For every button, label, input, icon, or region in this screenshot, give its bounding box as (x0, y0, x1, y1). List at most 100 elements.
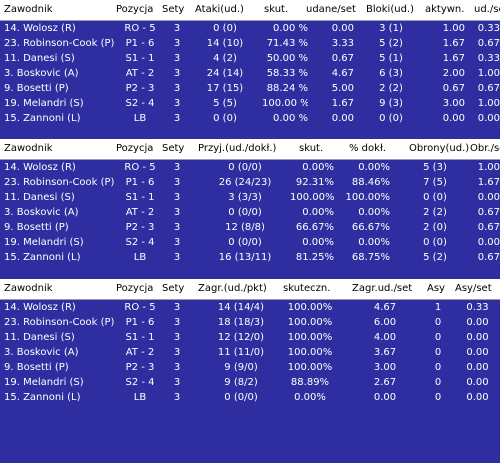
cell-sets: 3 (173, 38, 181, 49)
cell-block-activity: 0.00 (442, 113, 465, 124)
header-reception-eff: skut. (299, 143, 324, 154)
cell-reception-eff: 66.67% (295, 222, 334, 233)
table-row[interactable]: 14. Wolosz (R) RO - 5 3 0 (0/0) 0.00% 0.00% 5 … (0, 160, 500, 175)
cell-player-name: 15. Zannoni (L) (4, 392, 81, 403)
header-sets: Sety (162, 143, 185, 154)
cell-reception-eff: 81.25% (295, 252, 334, 263)
table-row[interactable]: 11. Danesi (S) S1 - 1 3 3 (3/3) 100.00% 100.0… (0, 190, 500, 205)
cell-digs-per-set: 0.67 (477, 222, 500, 233)
cell-position: P1 - 6 (125, 317, 155, 328)
table-body: 14. Wolosz (R) RO - 5 3 14 (14/4) 100.00% 4.6… (0, 300, 500, 405)
cell-setting-eff: 100.00% (287, 347, 333, 358)
cell-blocks: 2 (2) (379, 83, 403, 94)
cell-player-name: 15. Zannoni (L) (4, 113, 81, 124)
table-row[interactable]: 9. Bosetti (P) P2 - 3 3 9 (9/0) 100.00% 3.00 0… (0, 360, 500, 375)
cell-position: LB (133, 392, 147, 403)
cell-attack-eff: 100.00 % (262, 98, 308, 109)
cell-aces: 0 (434, 347, 442, 358)
cell-reception-accuracy: 88.46% (351, 177, 390, 188)
cell-attack-eff: 71.43 % (266, 38, 308, 49)
table-header: Zawodnik Pozycja Sety Ataki(ud.) skut. u… (0, 0, 500, 21)
cell-attack-per-set: 3.33 (331, 38, 354, 49)
cell-reception-accuracy: 66.67% (351, 222, 390, 233)
cell-position: P2 - 3 (125, 222, 155, 233)
cell-position: S1 - 1 (125, 332, 155, 343)
cell-blocks: 0 (0) (379, 113, 403, 124)
table-row[interactable]: 9. Bosetti (P) P2 - 3 3 17 (15) 88.24 % 5.00 2… (0, 81, 500, 96)
cell-attack-per-set: 1.67 (331, 98, 354, 109)
cell-sets: 3 (173, 237, 181, 248)
table-row[interactable]: 3. Boskovic (A) AT - 2 3 24 (14) 58.33 % 4.67… (0, 66, 500, 81)
table-row[interactable]: 19. Melandri (S) S2 - 4 3 0 (0/0) 0.00% 0.00%… (0, 235, 500, 250)
table-row[interactable]: 15. Zannoni (L) LB 3 0 (0) 0.00 % 0.00 0 (0) 0.… (0, 111, 500, 126)
cell-player-name: 9. Bosetti (P) (4, 362, 69, 373)
table-row[interactable]: 23. Robinson-Cook (P) P1 - 6 3 26 (24/23) 92… (0, 175, 500, 190)
header-block-activity: aktywn. (425, 4, 465, 15)
cell-reception-accuracy: 0.00% (358, 162, 390, 173)
cell-aces: 1 (434, 302, 442, 313)
cell-attack-eff: 88.24 % (266, 83, 308, 94)
header-attacks: Ataki(ud.) (195, 4, 244, 15)
cell-setting-per-set: 6.00 (373, 317, 397, 328)
header-reception-accuracy: % dokł. (349, 143, 386, 154)
cell-aces-per-set: 0.00 (466, 377, 489, 388)
table-row[interactable]: 11. Danesi (S) S1 - 1 3 12 (12/0) 100.00% 4.0… (0, 330, 500, 345)
cell-block-activity: 0.67 (442, 83, 465, 94)
cell-setting-eff: 88.89% (290, 377, 330, 388)
cell-position: S1 - 1 (125, 192, 155, 203)
attack-block-table: Zawodnik Pozycja Sety Ataki(ud.) skut. u… (0, 0, 500, 126)
cell-reception: 3 (3/3) (228, 192, 262, 203)
cell-setting-per-set: 3.67 (373, 347, 397, 358)
table-row[interactable]: 3. Boskovic (A) AT - 2 3 0 (0/0) 0.00% 0.00% 2… (0, 205, 500, 220)
cell-player-name: 11. Danesi (S) (4, 53, 75, 64)
cell-sets: 3 (173, 83, 181, 94)
header-setting-per-set: Zagr.ud./set (352, 283, 413, 294)
cell-sets: 3 (173, 23, 181, 34)
cell-blocks: 9 (3) (379, 98, 403, 109)
cell-reception-eff: 0.00% (302, 237, 334, 248)
cell-reception-eff: 92.31% (295, 177, 334, 188)
cell-setting: 9 (8/2) (224, 377, 258, 388)
cell-position: P2 - 3 (125, 362, 155, 373)
cell-position: LB (133, 252, 147, 263)
cell-sets: 3 (173, 68, 181, 79)
cell-reception-eff: 0.00% (302, 207, 334, 218)
cell-aces: 0 (434, 392, 442, 403)
cell-attack-per-set: 0.00 (331, 113, 354, 124)
table-row[interactable]: 15. Zannoni (L) LB 3 16 (13/11) 81.25% 68.75%… (0, 250, 500, 265)
table-row[interactable]: 19. Melandri (S) S2 - 4 3 9 (8/2) 88.89% 2.67… (0, 375, 500, 390)
table-row[interactable]: 15. Zannoni (L) LB 3 0 (0/0) 0.00% 0.00 0 0.00 (0, 390, 500, 405)
table-row[interactable]: 14. Wolosz (R) RO - 5 3 14 (14/4) 100.00% 4.6… (0, 300, 500, 315)
cell-aces-per-set: 0.33 (466, 302, 489, 313)
table-row[interactable]: 23. Robinson-Cook (P) P1 - 6 3 14 (10) 71.43… (0, 36, 500, 51)
cell-player-name: 11. Danesi (S) (4, 192, 75, 203)
cell-blocks-per-set: 0.33 (477, 53, 500, 64)
cell-aces-per-set: 0.00 (466, 392, 489, 403)
cell-setting-per-set: 0.00 (373, 392, 397, 403)
cell-attacks: 14 (10) (206, 38, 244, 49)
table-row[interactable]: 19. Melandri (S) S2 - 4 3 5 (5) 100.00 % 1.67… (0, 96, 500, 111)
cell-setting: 14 (14/4) (217, 302, 265, 313)
cell-attacks: 0 (0) (213, 113, 237, 124)
cell-setting-eff: 100.00% (287, 332, 333, 343)
cell-setting: 12 (12/0) (217, 332, 265, 343)
cell-sets: 3 (173, 207, 181, 218)
cell-position: RO - 5 (124, 162, 156, 173)
cell-block-activity: 3.00 (442, 98, 465, 109)
table-row[interactable]: 14. Wolosz (R) RO - 5 3 0 (0) 0.00 % 0.00 3 (1… (0, 21, 500, 36)
header-player: Zawodnik (4, 4, 53, 15)
cell-position: P1 - 6 (125, 38, 155, 49)
table-row[interactable]: 9. Bosetti (P) P2 - 3 3 12 (8/8) 66.67% 66.67… (0, 220, 500, 235)
header-reception: Przyj.(ud./dokł.) (198, 143, 277, 154)
table-row[interactable]: 3. Boskovic (A) AT - 2 3 11 (11/0) 100.00% 3.… (0, 345, 500, 360)
cell-sets: 3 (173, 222, 181, 233)
cell-aces-per-set: 0.00 (466, 362, 489, 373)
cell-setting-per-set: 2.67 (373, 377, 397, 388)
cell-blocks-per-set: 1.00 (477, 98, 500, 109)
cell-sets: 3 (173, 377, 181, 388)
table-row[interactable]: 11. Danesi (S) S1 - 1 3 4 (2) 50.00 % 0.67 5 (… (0, 51, 500, 66)
table-row[interactable]: 23. Robinson-Cook (P) P1 - 6 3 18 (18/3) 100… (0, 315, 500, 330)
cell-sets: 3 (173, 162, 181, 173)
header-setting-eff: skuteczn. (283, 283, 331, 294)
